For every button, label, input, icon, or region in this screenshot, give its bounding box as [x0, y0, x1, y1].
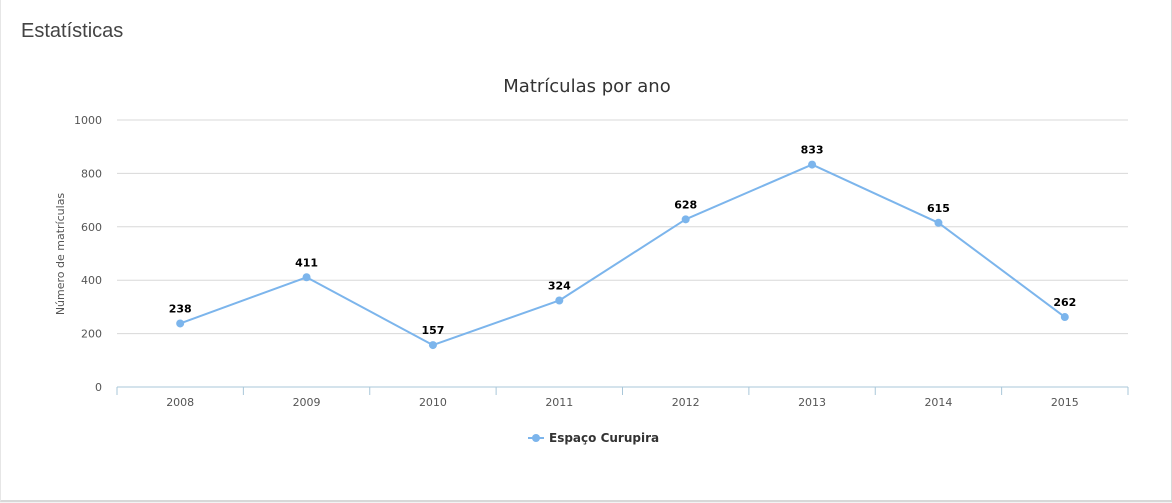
legend-marker	[532, 434, 540, 442]
series-line	[179, 163, 1066, 347]
data-label: 628	[674, 198, 697, 211]
data-label: 833	[801, 144, 824, 157]
data-label: 157	[421, 324, 444, 337]
y-axis-ticks: 0 200 400 600 800 1000	[74, 114, 102, 394]
data-label: 262	[1053, 296, 1076, 309]
x-tick-label: 2013	[798, 396, 826, 409]
data-label: 238	[169, 302, 192, 315]
series-group: 238 411 157 324 628 833 615 262	[169, 144, 1076, 350]
x-tick-label: 2011	[545, 396, 573, 409]
x-tick-label: 2014	[924, 396, 952, 409]
x-tick-label: 2012	[672, 396, 700, 409]
y-tick-label: 800	[81, 167, 102, 180]
data-point[interactable]	[934, 218, 943, 227]
data-label: 615	[927, 202, 950, 215]
x-tick-label: 2009	[293, 396, 321, 409]
x-tick-label: 2008	[166, 396, 194, 409]
x-tick-label: 2010	[419, 396, 447, 409]
y-tick-label: 0	[95, 381, 102, 394]
data-point[interactable]	[808, 160, 817, 169]
y-axis-title: Número de matrículas	[54, 193, 67, 316]
y-tick-label: 600	[81, 221, 102, 234]
legend[interactable]: Espaço Curupira	[528, 431, 659, 445]
data-point[interactable]	[176, 319, 185, 328]
data-label: 324	[548, 279, 571, 292]
legend-item-label[interactable]: Espaço Curupira	[549, 431, 659, 445]
chart-title: Matrículas por ano	[503, 76, 670, 97]
panel-title: Estatísticas	[21, 20, 124, 42]
data-label: 411	[295, 256, 318, 269]
y-tick-label: 400	[81, 274, 102, 287]
data-point[interactable]	[555, 296, 564, 305]
data-point[interactable]	[302, 273, 311, 282]
data-point[interactable]	[681, 215, 690, 224]
y-tick-label: 200	[81, 328, 102, 341]
x-axis: 2008 2009 2010 2011 2012 2013 2014 2015	[116, 386, 1129, 409]
grid-lines	[117, 119, 1128, 335]
y-tick-label: 1000	[74, 114, 102, 127]
data-point[interactable]	[428, 341, 437, 350]
data-point[interactable]	[1060, 313, 1069, 322]
x-tick-label: 2015	[1051, 396, 1079, 409]
